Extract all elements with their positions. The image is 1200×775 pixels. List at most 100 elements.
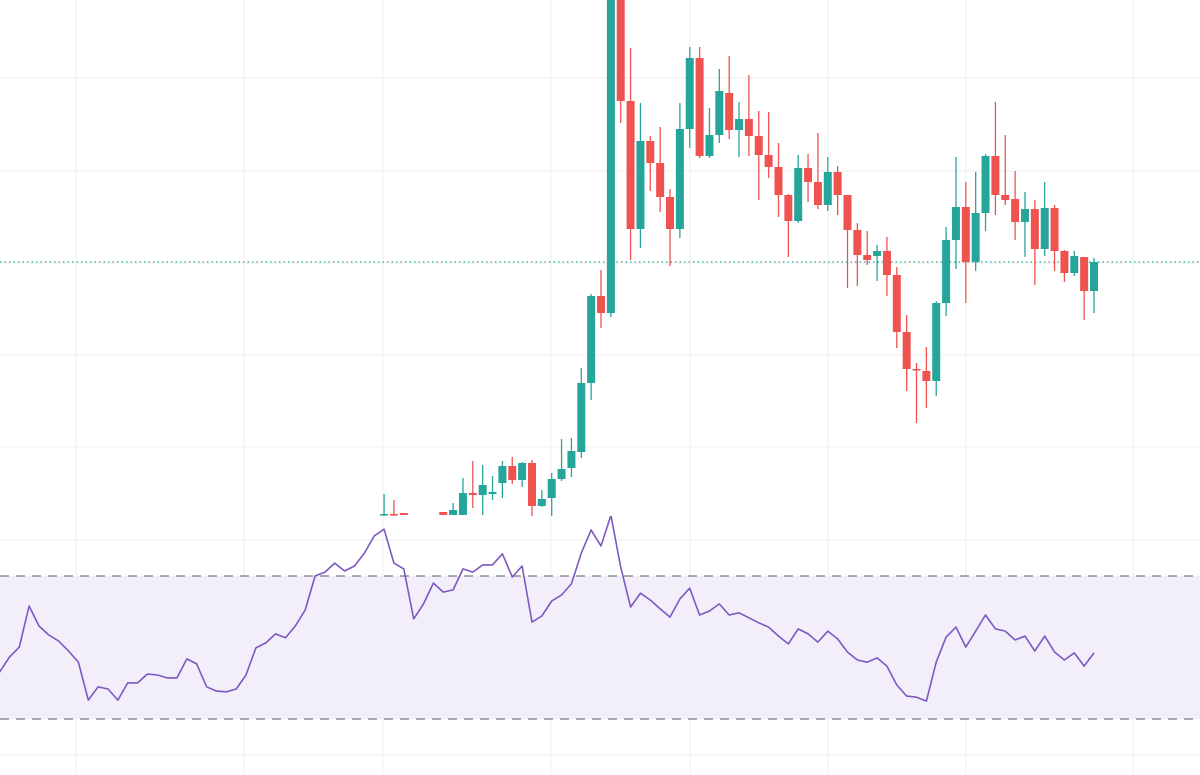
candle-body bbox=[488, 492, 497, 494]
candle-body bbox=[597, 296, 605, 313]
rsi-band bbox=[0, 576, 1200, 719]
candle-down bbox=[389, 500, 398, 516]
candle-down bbox=[1060, 250, 1069, 282]
candle-down bbox=[439, 512, 448, 515]
candle-body bbox=[764, 155, 773, 167]
candle-up bbox=[942, 227, 951, 316]
candle-down bbox=[833, 166, 842, 215]
candle-up bbox=[1090, 258, 1098, 313]
candle-up bbox=[537, 490, 546, 507]
candle-up bbox=[606, 0, 615, 317]
candle-up bbox=[498, 461, 507, 498]
candle-up bbox=[873, 245, 882, 281]
candle-up bbox=[971, 172, 980, 271]
candle-body bbox=[557, 469, 566, 479]
candle-body bbox=[725, 93, 734, 130]
candle-body bbox=[1050, 208, 1059, 251]
candle-down bbox=[695, 47, 704, 158]
candle-body bbox=[666, 197, 675, 229]
candle-down bbox=[912, 363, 921, 423]
candle-body bbox=[971, 213, 980, 262]
candle-body bbox=[804, 168, 813, 182]
candle-down bbox=[863, 231, 872, 265]
candle-up bbox=[488, 476, 497, 500]
candle-body bbox=[961, 207, 970, 262]
candle-body bbox=[813, 182, 822, 205]
candle-up bbox=[1020, 192, 1029, 257]
candle-body bbox=[380, 514, 389, 516]
candle-up bbox=[1040, 182, 1049, 256]
candle-down bbox=[1080, 257, 1089, 320]
candle-body bbox=[389, 514, 398, 516]
candle-down bbox=[784, 194, 793, 257]
candle-up bbox=[449, 503, 458, 515]
candle-up bbox=[794, 155, 803, 223]
candle-body bbox=[823, 172, 832, 205]
candle-down bbox=[1001, 135, 1010, 205]
candle-body bbox=[863, 255, 872, 260]
candle-body bbox=[410, 549, 418, 551]
rsi-pane bbox=[0, 516, 1200, 720]
candle-body bbox=[932, 303, 941, 381]
candle-down bbox=[1030, 200, 1039, 285]
candle-body bbox=[705, 135, 714, 156]
candle-body bbox=[468, 493, 477, 495]
candle-body bbox=[774, 167, 783, 195]
candle-down bbox=[626, 48, 635, 260]
candle-body bbox=[942, 240, 951, 303]
candle-body bbox=[902, 332, 911, 369]
candle-body bbox=[873, 251, 882, 256]
candle-down bbox=[508, 457, 517, 484]
candle-down bbox=[725, 56, 734, 139]
candle-body bbox=[478, 485, 487, 495]
candle-down bbox=[991, 102, 1000, 215]
candle-body bbox=[882, 251, 891, 275]
candle-down bbox=[1011, 171, 1020, 240]
candle-up bbox=[478, 465, 487, 515]
price-pane bbox=[0, 0, 1200, 551]
candle-down bbox=[666, 189, 675, 266]
candle-body bbox=[991, 156, 1000, 195]
candle-body bbox=[735, 119, 744, 130]
candle-body bbox=[892, 275, 901, 332]
candle-down bbox=[597, 270, 605, 328]
candle-up bbox=[705, 108, 714, 158]
candle-body bbox=[794, 168, 803, 221]
candle-body bbox=[675, 129, 684, 229]
candle-up bbox=[577, 368, 586, 458]
candle-body bbox=[981, 156, 990, 213]
candle-body bbox=[744, 119, 753, 136]
candle-down bbox=[843, 195, 852, 288]
candle-body bbox=[656, 163, 665, 197]
candle-body bbox=[449, 510, 458, 515]
candle-body bbox=[833, 172, 842, 195]
candle-body bbox=[685, 58, 694, 129]
candle-body bbox=[1080, 257, 1089, 291]
candle-body bbox=[636, 141, 645, 229]
candle-body bbox=[587, 296, 596, 383]
candle-body bbox=[399, 513, 408, 515]
candle-down bbox=[744, 75, 753, 156]
candle-down bbox=[1050, 205, 1059, 271]
candle-body bbox=[616, 0, 625, 101]
candle-body bbox=[715, 91, 724, 135]
candle-down bbox=[813, 133, 822, 209]
candle-up bbox=[458, 478, 467, 515]
candle-down bbox=[961, 182, 970, 303]
candle-up bbox=[636, 103, 645, 248]
candle-body bbox=[1090, 262, 1098, 291]
candle-down bbox=[804, 154, 813, 202]
candle-body bbox=[577, 383, 586, 452]
candle-down bbox=[420, 547, 428, 551]
candle-down bbox=[922, 347, 931, 408]
candle-body bbox=[951, 207, 960, 240]
candle-body bbox=[1001, 195, 1010, 200]
candle-body bbox=[922, 371, 931, 381]
candle-body bbox=[527, 463, 536, 506]
candle-body bbox=[784, 195, 793, 221]
candle-body bbox=[567, 451, 576, 468]
candles bbox=[380, 0, 1098, 551]
candle-up bbox=[951, 157, 960, 269]
candle-body bbox=[1011, 199, 1020, 222]
